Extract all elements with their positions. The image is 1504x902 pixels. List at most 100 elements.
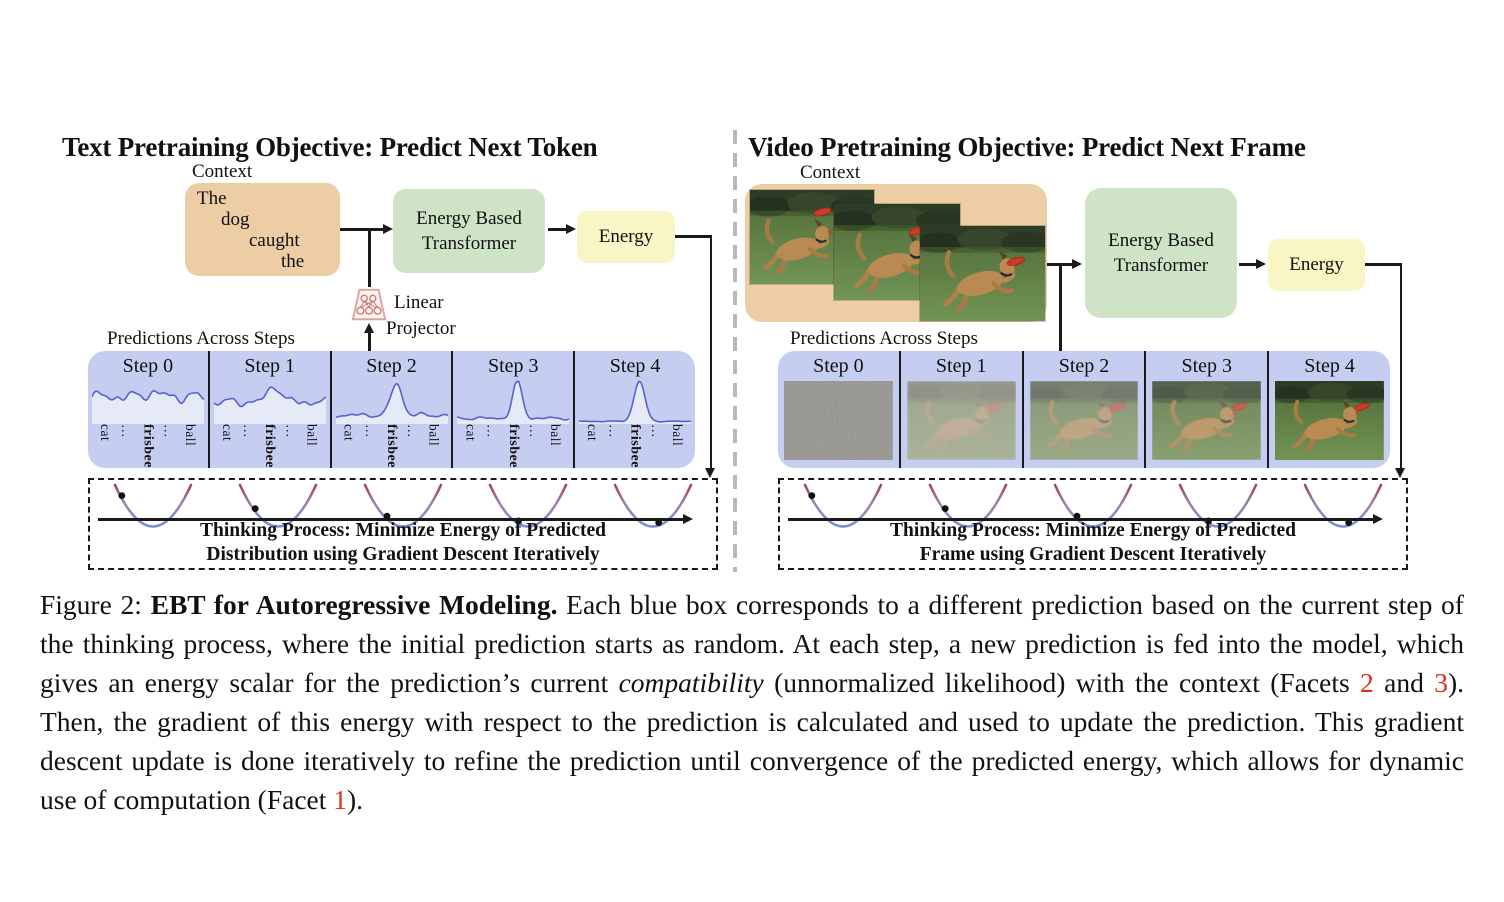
left-predictions-label: Predictions Across Steps xyxy=(107,328,295,349)
step-column: Step 1 xyxy=(901,351,1024,468)
vocab-label: cat xyxy=(341,424,357,442)
vocab-label: cat xyxy=(585,424,601,442)
step-column: Step 3 xyxy=(1146,351,1270,468)
step-column: Step 2 xyxy=(1024,351,1147,468)
vocab-label: ball xyxy=(182,424,198,447)
energy-parabola xyxy=(1045,482,1141,535)
vocab-label: cat xyxy=(98,424,113,442)
vocab-labels: cat … frisbee … ball xyxy=(332,424,452,468)
context-token: The xyxy=(197,188,227,209)
arrow-predictions-to-projector xyxy=(368,331,371,352)
ebt-line: Energy Based xyxy=(1108,230,1214,251)
caption-segment: ). xyxy=(347,784,364,815)
vocab-label-frisbee: frisbee xyxy=(383,424,399,468)
arrowhead xyxy=(383,224,393,234)
vocab-label: … xyxy=(283,424,299,438)
step-label: Step 1 xyxy=(935,355,987,377)
energy-parabola xyxy=(355,482,451,535)
caption-segment: (unnormalized likelihood) with the conte… xyxy=(763,667,1361,698)
vocab-label-frisbee: frisbee xyxy=(505,424,521,468)
vocab-label: … xyxy=(161,424,177,438)
arrowhead xyxy=(363,323,374,333)
arrowhead xyxy=(705,468,715,478)
projector-label: Projector xyxy=(386,318,456,339)
right-ebt-box: Energy Based Transformer xyxy=(1085,188,1237,318)
thinking-text: Thinking Process: Minimize Energy of Pre… xyxy=(889,520,1297,541)
arrowhead xyxy=(1256,259,1266,269)
distribution-plot xyxy=(213,380,327,429)
prediction-frame xyxy=(906,381,1016,460)
caption-segment: 1 xyxy=(333,784,347,815)
vocab-label: … xyxy=(484,424,500,438)
vocab-labels: cat … frisbee … ball xyxy=(453,424,573,468)
vocab-label-frisbee: frisbee xyxy=(627,424,643,468)
arrowhead xyxy=(1373,513,1383,524)
caption-segment: compatibility xyxy=(618,667,764,698)
step-label: Step 4 xyxy=(609,355,661,377)
thinking-text: Thinking Process: Minimize Energy of Pre… xyxy=(199,520,607,541)
step-label: Step 3 xyxy=(488,355,539,377)
arrowhead xyxy=(566,224,576,234)
step-column: Step 4 xyxy=(1269,351,1390,468)
vocab-labels: cat … frisbee … ball xyxy=(575,424,695,468)
arrow-model-to-energy xyxy=(548,228,567,231)
step-column: Step 1 cat … frisbee … ball xyxy=(210,351,332,468)
panel-divider xyxy=(733,130,737,572)
caption-segment: and xyxy=(1373,667,1435,698)
caption-segment: Figure 2: xyxy=(40,589,151,620)
vocab-label: … xyxy=(362,424,378,438)
left-thinking-box: Thinking Process: Minimize Energy of Pre… xyxy=(88,478,718,570)
prediction-frame xyxy=(1152,381,1262,460)
arrow-model-to-energy xyxy=(1239,263,1257,266)
vocab-labels: cat … frisbee … ball xyxy=(210,424,330,468)
step-column: Step 0 cat … frisbee … ball xyxy=(88,351,210,468)
left-ebt-box: Energy Based Transformer xyxy=(393,189,545,273)
arrow-context-to-model xyxy=(340,228,384,231)
energy-feedback-line xyxy=(1365,263,1402,266)
context-frame-3 xyxy=(920,226,1045,321)
ebt-line: Energy Based xyxy=(416,208,522,229)
vocab-label: … xyxy=(648,424,664,438)
step-column: Step 2 cat … frisbee … ball xyxy=(332,351,454,468)
prediction-frame xyxy=(1275,381,1384,460)
vocab-label: … xyxy=(119,424,135,438)
left-context-box: The dog caught the xyxy=(185,183,340,276)
step-label: Step 2 xyxy=(1058,355,1110,377)
energy-feedback-line xyxy=(1399,263,1402,469)
step-label: Step 2 xyxy=(366,355,417,377)
distribution-plot xyxy=(91,380,205,429)
right-predictions-label: Predictions Across Steps xyxy=(790,328,978,349)
caption-segment: ). Then, the gradient of this energy wit… xyxy=(40,667,1464,815)
prediction-frame xyxy=(784,381,893,460)
vocab-labels: cat … frisbee … ball xyxy=(88,424,208,468)
right-panel-title: Video Pretraining Objective: Predict Nex… xyxy=(748,132,1306,162)
step-label: Step 0 xyxy=(813,355,864,377)
ebt-line: Transformer xyxy=(421,233,517,254)
junction-line xyxy=(368,229,371,287)
thinking-text: Frame using Gradient Descent Iteratively xyxy=(919,544,1267,565)
linear-projector-icon xyxy=(351,288,387,321)
vocab-label-frisbee: frisbee xyxy=(140,424,156,468)
vocab-label: … xyxy=(405,424,421,438)
vocab-label: … xyxy=(606,424,622,438)
projector-label: Linear xyxy=(394,292,444,313)
energy-parabola xyxy=(105,482,201,535)
energy-parabola xyxy=(1295,482,1391,535)
step-label: Step 1 xyxy=(244,355,295,377)
thinking-axis-arrow xyxy=(788,518,1374,521)
caption-segment: 2 xyxy=(1360,667,1374,698)
caption-segment: 3 xyxy=(1434,667,1448,698)
energy-parabola xyxy=(605,482,701,535)
arrowhead xyxy=(1395,468,1405,478)
energy-feedback-line xyxy=(675,235,712,238)
vocab-label: … xyxy=(240,424,256,438)
right-energy-box: Energy xyxy=(1268,239,1365,291)
context-token: dog xyxy=(221,209,250,230)
ebt-line: Transformer xyxy=(1113,255,1209,276)
vocab-label: ball xyxy=(426,424,442,447)
vocab-label-frisbee: frisbee xyxy=(262,424,278,468)
step-column: Step 4 cat … frisbee … ball xyxy=(575,351,695,468)
energy-parabola xyxy=(920,482,1016,535)
context-token: caught xyxy=(249,230,300,251)
distribution-plot xyxy=(457,380,570,429)
